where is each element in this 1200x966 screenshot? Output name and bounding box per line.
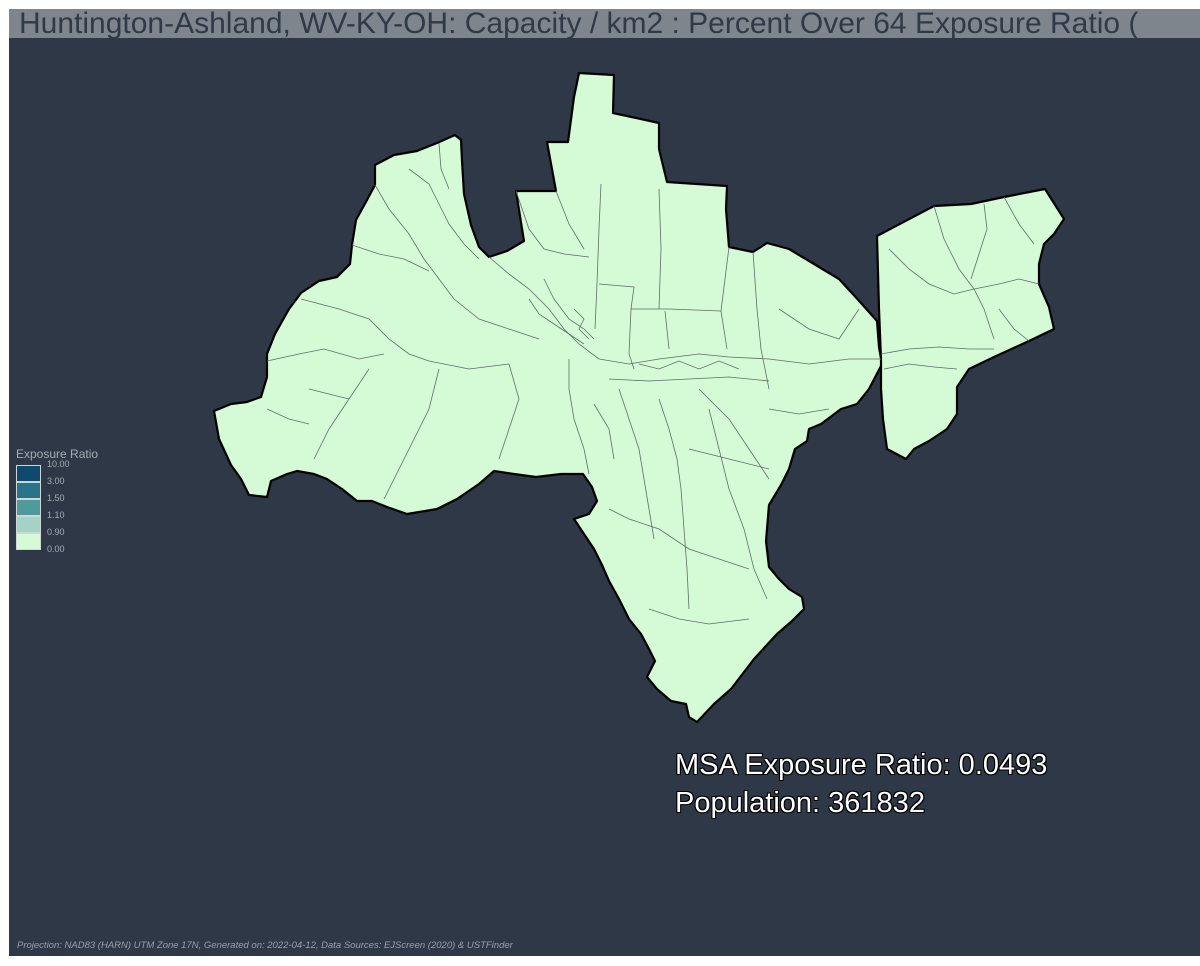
msa-region <box>212 71 1066 724</box>
legend-title: Exposure Ratio <box>16 447 99 461</box>
region-east-polygon <box>875 187 1066 461</box>
title-bar: Huntington-Ashland, WV-KY-OH: Capacity /… <box>9 9 1200 38</box>
legend-label: 1.10 <box>47 510 65 520</box>
legend-row: 0.90 <box>16 527 126 550</box>
legend-label: 1.50 <box>47 493 65 503</box>
legend-swatch <box>16 516 41 533</box>
legend-row: 1.50 <box>16 493 126 516</box>
legend-label: 0.00 <box>47 544 65 554</box>
legend-swatch <box>16 465 41 482</box>
legend-swatch <box>16 482 41 499</box>
legend-row: 10.00 <box>16 459 126 482</box>
population-text: Population: 361832 <box>675 787 925 819</box>
region-main-polygon <box>212 71 884 724</box>
msa-stats: MSA Exposure Ratio: 0.0493 Population: 3… <box>675 746 1047 822</box>
legend-label: 3.00 <box>47 476 65 486</box>
map-title: Huntington-Ashland, WV-KY-OH: Capacity /… <box>19 9 1139 38</box>
legend-row: 0.00 <box>16 544 126 560</box>
legend-label: 10.00 <box>47 459 70 469</box>
map-canvas <box>212 71 1066 724</box>
legend: Exposure Ratio 10.00 3.00 1.50 1.10 0.90… <box>16 447 126 560</box>
tract-boundaries <box>266 142 1040 625</box>
footer-credits: Projection: NAD83 (HARN) UTM Zone 17N, G… <box>17 940 513 951</box>
legend-row: 3.00 <box>16 476 126 499</box>
exposure-ratio-text: MSA Exposure Ratio: 0.0493 <box>675 749 1048 781</box>
legend-row: 1.10 <box>16 510 126 533</box>
legend-swatch <box>16 533 41 550</box>
map-frame: Huntington-Ashland, WV-KY-OH: Capacity /… <box>9 9 1200 956</box>
legend-label: 0.90 <box>47 527 65 537</box>
legend-swatch <box>16 499 41 516</box>
